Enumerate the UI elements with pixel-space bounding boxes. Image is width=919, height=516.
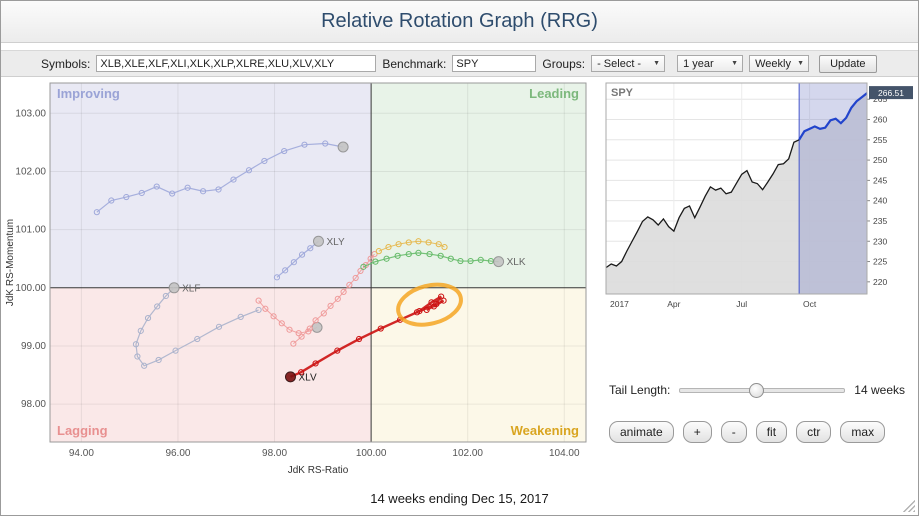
chevron-down-icon: ▼ <box>797 60 805 67</box>
chevron-down-icon: ▼ <box>731 60 739 67</box>
symbols-label: Symbols: <box>41 56 91 71</box>
period-select-value: 1 year <box>683 57 714 70</box>
groups-label: Groups: <box>542 56 586 71</box>
groups-select[interactable]: - Select - ▼ <box>591 55 666 72</box>
svg-text:255: 255 <box>873 135 887 145</box>
toolbar: Symbols: Benchmark: Groups: - Select - ▼… <box>1 50 918 77</box>
svg-text:240: 240 <box>873 196 887 206</box>
svg-text:96.00: 96.00 <box>165 448 190 459</box>
chart-buttons-row: animate + - fit ctr max <box>609 421 886 443</box>
svg-text:JdK RS-Momentum: JdK RS-Momentum <box>5 219 16 306</box>
benchmark-label: Benchmark: <box>382 56 447 71</box>
svg-text:XLK: XLK <box>507 257 526 268</box>
svg-text:266.51: 266.51 <box>878 88 904 98</box>
svg-text:Leading: Leading <box>529 86 579 101</box>
svg-text:225: 225 <box>873 257 887 267</box>
svg-text:Weakening: Weakening <box>511 423 579 438</box>
rrg-chart[interactable]: 94.00 96.00 98.00 100.00 102.00 104.00 98.00 99… <box>1 77 599 479</box>
svg-text:102.00: 102.00 <box>15 166 46 177</box>
svg-text:99.00: 99.00 <box>21 341 46 352</box>
svg-text:100.00: 100.00 <box>15 283 46 294</box>
svg-text:Oct: Oct <box>803 299 817 309</box>
right-panel: 220 225 230 235 240 245 250 255 260 265 2017 Apr Jul… <box>599 77 918 479</box>
frequency-select[interactable]: Weekly ▼ <box>749 55 810 72</box>
groups-select-value: - Select - <box>597 57 642 70</box>
header-spacer <box>1 43 918 50</box>
benchmark-chart[interactable]: 220 225 230 235 240 245 250 255 260 265 2017 Apr Jul… <box>599 77 918 309</box>
titlebar: Relative Rotation Graph (RRG) <box>1 1 918 43</box>
svg-text:230: 230 <box>873 236 887 246</box>
svg-text:98.00: 98.00 <box>21 399 46 410</box>
svg-text:XLV: XLV <box>298 372 316 383</box>
tail-length-label: Tail Length: <box>609 383 671 397</box>
svg-text:235: 235 <box>873 216 887 226</box>
svg-text:103.00: 103.00 <box>15 108 46 119</box>
svg-text:94.00: 94.00 <box>69 448 94 459</box>
svg-text:XLY: XLY <box>326 237 344 248</box>
center-button[interactable]: ctr <box>796 421 832 443</box>
zoom-in-button[interactable]: + <box>682 421 712 443</box>
svg-text:Lagging: Lagging <box>57 423 108 438</box>
svg-text:XLF: XLF <box>182 283 200 294</box>
svg-text:265: 265 <box>873 94 887 104</box>
svg-text:Apr: Apr <box>667 299 680 309</box>
svg-text:104.00: 104.00 <box>549 448 580 459</box>
svg-text:2017: 2017 <box>610 299 629 309</box>
maximize-button[interactable]: max <box>840 421 886 443</box>
svg-text:98.00: 98.00 <box>262 448 287 459</box>
svg-text:Improving: Improving <box>57 86 120 101</box>
svg-text:JdK RS-Ratio: JdK RS-Ratio <box>288 465 349 476</box>
svg-text:100.00: 100.00 <box>356 448 387 459</box>
svg-text:250: 250 <box>873 155 887 165</box>
svg-text:245: 245 <box>873 175 887 185</box>
svg-text:102.00: 102.00 <box>452 448 483 459</box>
tail-length-row: Tail Length: 14 weeks <box>609 383 905 398</box>
chevron-down-icon: ▼ <box>653 60 661 67</box>
zoom-out-button[interactable]: - <box>720 421 747 443</box>
svg-text:260: 260 <box>873 115 887 125</box>
date-caption: 14 weeks ending Dec 15, 2017 <box>370 491 549 506</box>
main-content: 94.00 96.00 98.00 100.00 102.00 104.00 98.00 99… <box>1 77 918 479</box>
period-select[interactable]: 1 year ▼ <box>677 55 744 72</box>
frequency-select-value: Weekly <box>755 57 791 70</box>
svg-text:Jul: Jul <box>736 299 747 309</box>
page-title: Relative Rotation Graph (RRG) <box>321 10 598 32</box>
svg-text:101.00: 101.00 <box>15 225 46 236</box>
svg-text:220: 220 <box>873 277 887 287</box>
animate-button[interactable]: animate <box>609 421 674 443</box>
svg-text:SPY: SPY <box>611 87 634 99</box>
slider-thumb[interactable] <box>749 383 765 398</box>
tail-length-slider[interactable] <box>679 383 846 398</box>
tail-length-value: 14 weeks <box>854 383 905 397</box>
symbols-input[interactable] <box>96 55 377 72</box>
fit-button[interactable]: fit <box>755 421 788 443</box>
benchmark-input[interactable] <box>452 55 537 72</box>
update-button[interactable]: Update <box>819 54 877 73</box>
